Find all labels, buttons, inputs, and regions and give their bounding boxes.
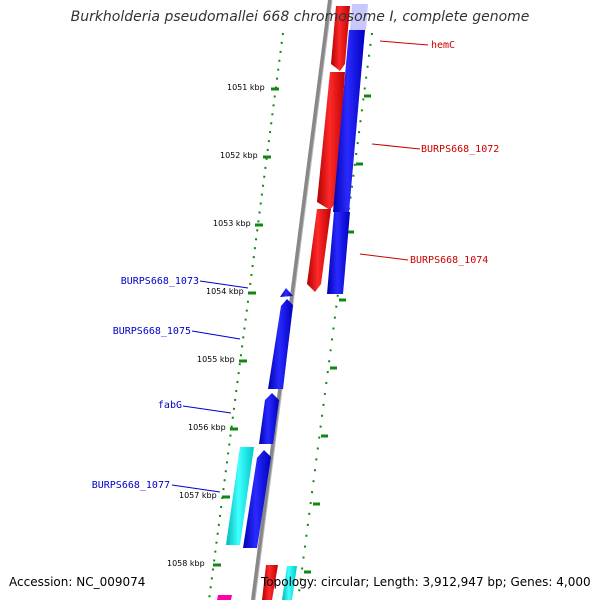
tick-label-1052: 1052 kbp bbox=[220, 151, 258, 160]
gene-burps668-1073[interactable] bbox=[280, 288, 293, 297]
label-burps668-1072[interactable]: BURPS668_1072 bbox=[421, 144, 499, 155]
left-tick-track bbox=[208, 32, 284, 600]
tick-label-1051: 1051 kbp bbox=[227, 83, 265, 92]
kbp-tick-marks bbox=[213, 87, 279, 567]
gene-bottom-cyan[interactable] bbox=[282, 566, 297, 600]
label-burps668-1075[interactable]: BURPS668_1075 bbox=[113, 326, 191, 337]
gene-burps668-1075[interactable] bbox=[268, 299, 293, 389]
connector-burps668-1077 bbox=[171, 484, 221, 493]
gene-light-blue[interactable] bbox=[350, 4, 368, 30]
accession-text: Accession: NC_009074 bbox=[9, 575, 146, 589]
genome-title: Burkholderia pseudomallei 668 chromosome… bbox=[70, 9, 530, 25]
gene-burps668-1072[interactable] bbox=[317, 72, 345, 210]
tick-label-1058: 1058 kbp bbox=[167, 559, 205, 568]
tick-label-1056: 1056 kbp bbox=[188, 423, 226, 432]
tick-label-1053: 1053 kbp bbox=[213, 219, 251, 228]
gene-hemC[interactable] bbox=[331, 6, 350, 71]
gene-right-blue-2[interactable] bbox=[327, 212, 350, 294]
connector-burps668-1074 bbox=[359, 253, 409, 261]
tick-label-1055: 1055 kbp bbox=[197, 355, 235, 364]
connector-hemC bbox=[379, 40, 429, 46]
gene-burps668-1077[interactable] bbox=[226, 447, 254, 545]
gene-left-blue-lower[interactable] bbox=[243, 450, 271, 548]
label-burps668-1074[interactable]: BURPS668_1074 bbox=[410, 255, 488, 266]
connector-fabG bbox=[182, 405, 232, 414]
chromosome-backbone-highlight bbox=[254, 0, 333, 600]
tick-label-1054: 1054 kbp bbox=[206, 287, 244, 296]
gene-burps668-1074[interactable] bbox=[307, 209, 331, 292]
connector-burps668-1072 bbox=[371, 143, 421, 150]
gene-bottom-red[interactable] bbox=[262, 565, 278, 600]
label-burps668-1073[interactable]: BURPS668_1073 bbox=[121, 276, 199, 287]
gene-bottom-pink[interactable] bbox=[217, 595, 232, 600]
chromosome-backbone bbox=[251, 0, 332, 600]
label-burps668-1077[interactable]: BURPS668_1077 bbox=[92, 480, 170, 491]
connector-burps668-1073 bbox=[199, 280, 249, 289]
genome-summary-text: Topology: circular; Length: 3,912,947 bp… bbox=[261, 575, 591, 589]
tick-label-1057: 1057 kbp bbox=[179, 491, 217, 500]
label-fabG[interactable]: fabG bbox=[158, 400, 182, 411]
label-hemC[interactable]: hemC bbox=[431, 40, 455, 51]
gene-fabG[interactable] bbox=[259, 393, 279, 444]
gene-right-blue-1[interactable] bbox=[333, 30, 365, 212]
connector-burps668-1075 bbox=[191, 330, 241, 340]
